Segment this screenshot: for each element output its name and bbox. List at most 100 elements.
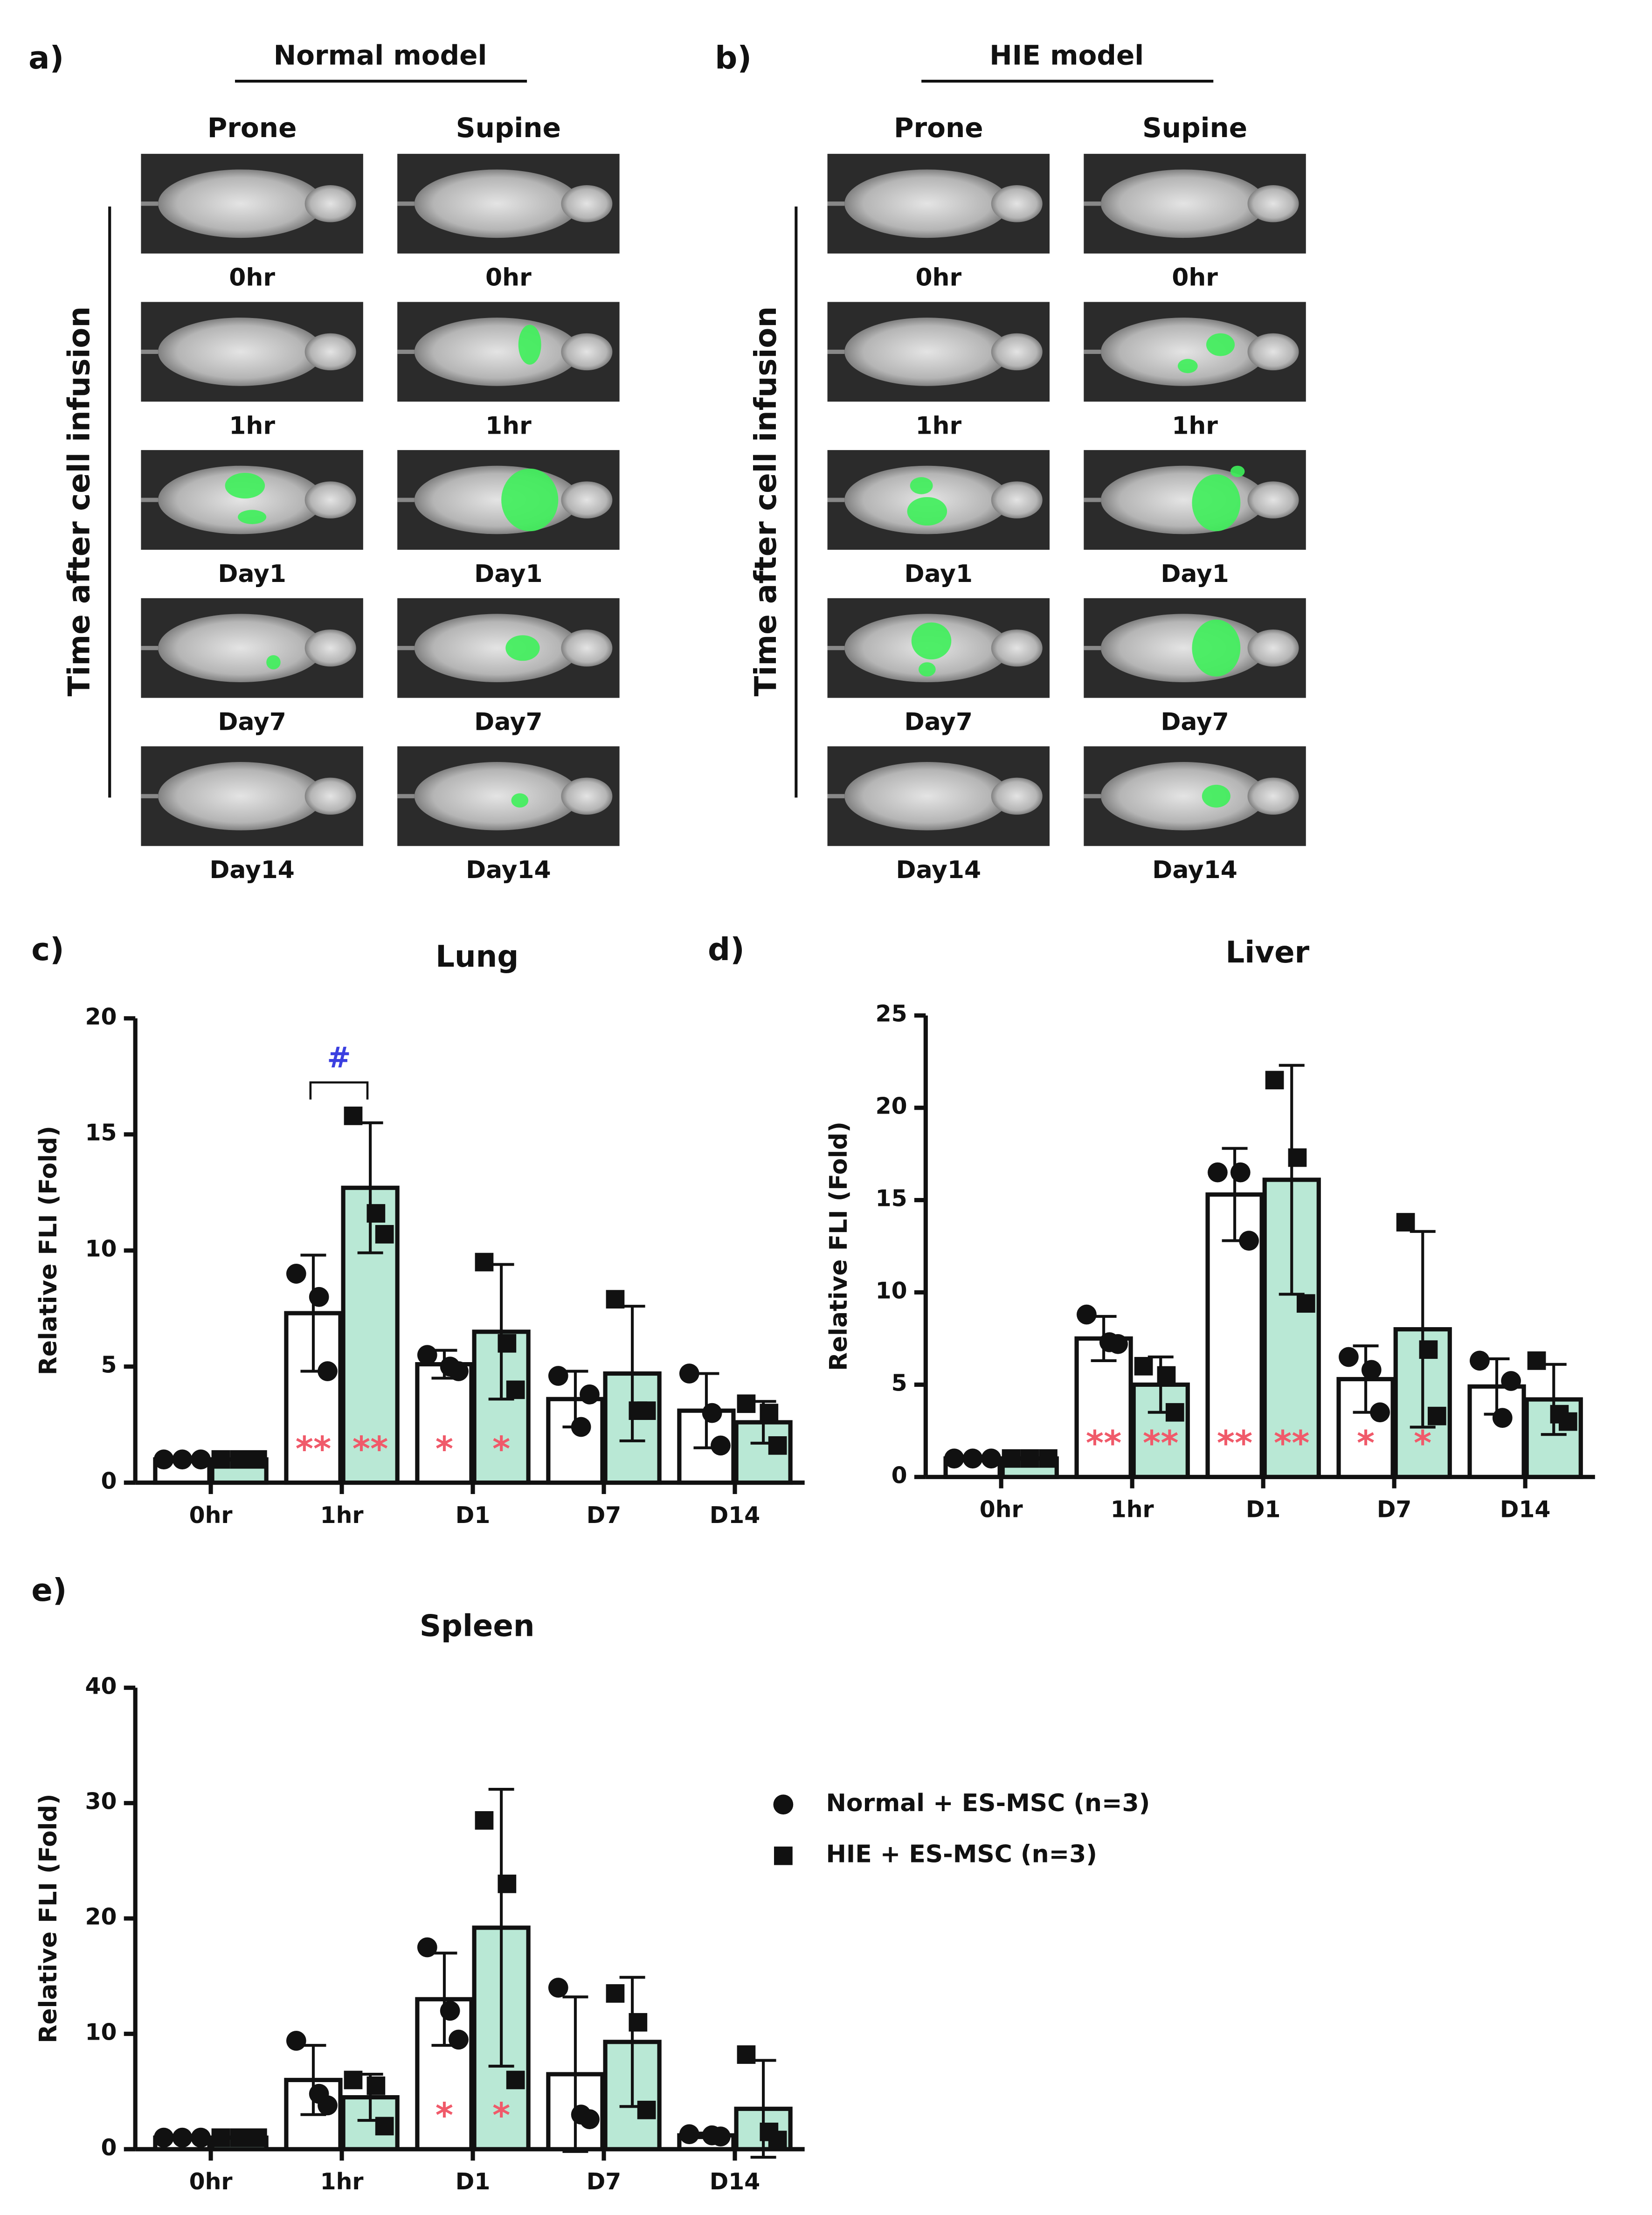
column-header: Supine — [456, 112, 561, 144]
bar — [415, 1362, 474, 1485]
column-header: Prone — [207, 112, 297, 144]
chart-title: Lung — [435, 939, 518, 974]
fluorescence-signal — [518, 325, 541, 365]
data-point — [962, 1448, 983, 1469]
panel-label: d) — [708, 931, 745, 968]
data-point — [944, 1448, 964, 1469]
data-point — [637, 1401, 656, 1420]
data-point — [1558, 1412, 1577, 1431]
significance-mark: * — [492, 1429, 510, 1469]
data-point — [1492, 1408, 1513, 1428]
time-label: Day14 — [1152, 856, 1237, 884]
time-label: 0hr — [1172, 264, 1218, 292]
fluorescence-signal — [910, 477, 933, 494]
y-tick-label: 40 — [85, 1673, 117, 1699]
data-point — [506, 2070, 525, 2090]
mouse-head — [304, 185, 356, 222]
data-point — [172, 1449, 193, 1470]
time-axis-label: Time after cell infusion — [748, 306, 783, 696]
mouse-head — [561, 777, 613, 815]
y-tick-label: 10 — [85, 1236, 117, 1262]
data-point — [248, 2128, 267, 2147]
data-point — [1501, 1371, 1521, 1391]
mouse-head — [561, 333, 613, 371]
data-point — [760, 1404, 779, 1422]
y-tick-label: 10 — [876, 1277, 907, 1304]
x-tick-label: D1 — [1246, 1496, 1281, 1523]
x-tick-label: D7 — [1377, 1496, 1412, 1523]
mouse-head — [991, 481, 1043, 519]
x-tick-label: D1 — [456, 2168, 491, 2195]
data-point — [679, 2124, 699, 2145]
time-label: Day1 — [1161, 560, 1229, 588]
x-tick-label: D7 — [587, 2168, 622, 2195]
data-point — [191, 1449, 211, 1470]
error-bar — [562, 1995, 588, 2153]
mouse-head — [991, 629, 1043, 667]
mouse-body — [158, 614, 324, 682]
data-point — [737, 1394, 756, 1413]
mouse-body — [844, 762, 1010, 831]
significance-mark: ** — [1217, 1424, 1253, 1463]
mouse-body — [158, 318, 324, 386]
data-point — [1296, 1294, 1315, 1313]
data-point — [1470, 1350, 1490, 1371]
time-label: 1hr — [1172, 412, 1218, 440]
x-tick-label: D14 — [710, 2168, 760, 2195]
data-point — [981, 1448, 1002, 1469]
data-point — [1361, 1360, 1382, 1380]
data-point — [548, 1366, 568, 1386]
significance-mark: ** — [296, 1429, 332, 1469]
data-point — [449, 1361, 469, 1381]
time-label: Day7 — [474, 708, 542, 736]
mouse-body — [414, 762, 580, 831]
data-point — [679, 1364, 699, 1384]
data-point — [230, 2128, 249, 2147]
column-header: Supine — [1142, 112, 1247, 144]
fluorescence-signal — [225, 473, 265, 498]
panel-label: c) — [31, 931, 64, 968]
y-tick-label: 5 — [892, 1370, 907, 1396]
significance-mark: ** — [1274, 1424, 1310, 1463]
data-point — [318, 2095, 338, 2116]
data-point — [1339, 1347, 1359, 1367]
significance-mark: * — [492, 2096, 510, 2136]
time-label: Day1 — [474, 560, 542, 588]
data-point — [366, 1204, 386, 1223]
data-point — [449, 2029, 469, 2050]
data-point — [1208, 1162, 1228, 1183]
y-axis-label: Relative FLI (Fold) — [35, 1794, 62, 2043]
data-point — [1157, 1366, 1176, 1385]
data-point — [286, 2030, 306, 2051]
x-tick-label: 1hr — [320, 2168, 364, 2195]
data-point — [1077, 1304, 1097, 1325]
mouse-body — [844, 318, 1010, 386]
x-tick-label: D14 — [710, 1502, 760, 1529]
x-tick-label: 0hr — [980, 1496, 1023, 1523]
data-point — [191, 2127, 211, 2148]
y-tick-label: 15 — [85, 1120, 117, 1146]
significance-mark: * — [1414, 1424, 1431, 1463]
panel-label: a) — [28, 40, 64, 76]
data-point — [366, 2076, 386, 2095]
data-point — [475, 1253, 494, 1272]
y-tick-label: 20 — [85, 1004, 117, 1030]
time-label: Day7 — [905, 708, 973, 736]
y-axis-label: Relative FLI (Fold) — [35, 1126, 62, 1375]
data-point — [1230, 1162, 1251, 1183]
mouse-head — [304, 777, 356, 815]
data-point — [153, 2127, 174, 2148]
data-point — [1020, 1449, 1039, 1468]
mouse-body — [158, 169, 324, 238]
fluorescence-signal — [911, 622, 952, 660]
mouse-head — [561, 629, 613, 667]
significance-mark: * — [435, 1429, 453, 1469]
data-point — [309, 1287, 329, 1307]
data-point — [475, 1811, 494, 1830]
comparison-bracket — [309, 1081, 369, 1100]
x-tick-label: D1 — [456, 1502, 491, 1529]
data-point — [318, 1361, 338, 1381]
data-point — [1419, 1340, 1438, 1359]
data-point — [580, 1384, 600, 1405]
data-point — [1527, 1351, 1546, 1370]
